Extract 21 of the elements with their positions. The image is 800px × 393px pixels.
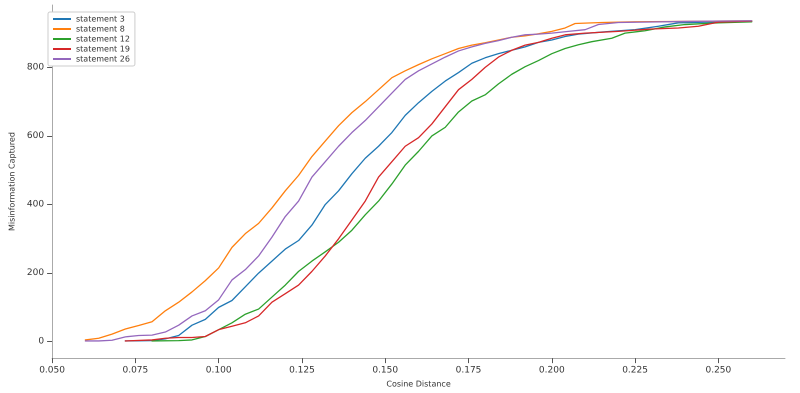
y-tick-label: 800 (26, 62, 44, 72)
legend-label: statement 26 (76, 54, 130, 64)
y-tick-label: 0 (38, 336, 44, 347)
legend-label: statement 19 (76, 44, 130, 54)
x-tick-label: 0.175 (456, 366, 482, 376)
legend-label: statement 8 (76, 24, 125, 34)
x-tick-label: 0.200 (538, 366, 565, 376)
x-tick-label: 0.050 (39, 366, 66, 376)
x-tick-label: 0.250 (705, 366, 732, 376)
y-tick-label: 600 (26, 130, 44, 141)
x-tick-label: 0.125 (289, 366, 315, 376)
y-tick-label: 400 (26, 200, 44, 210)
y-axis-title: Misinformation Captured (8, 132, 16, 232)
legend-label: statement 3 (76, 14, 125, 24)
x-tick-label: 0.225 (622, 366, 648, 376)
x-axis-title: Cosine Distance (386, 380, 451, 388)
x-tick-label: 0.150 (372, 366, 398, 376)
x-tick-label: 0.100 (206, 366, 232, 376)
legend-label: statement 12 (76, 34, 130, 44)
y-tick-label: 200 (26, 268, 44, 278)
x-tick-label: 0.075 (122, 366, 148, 376)
